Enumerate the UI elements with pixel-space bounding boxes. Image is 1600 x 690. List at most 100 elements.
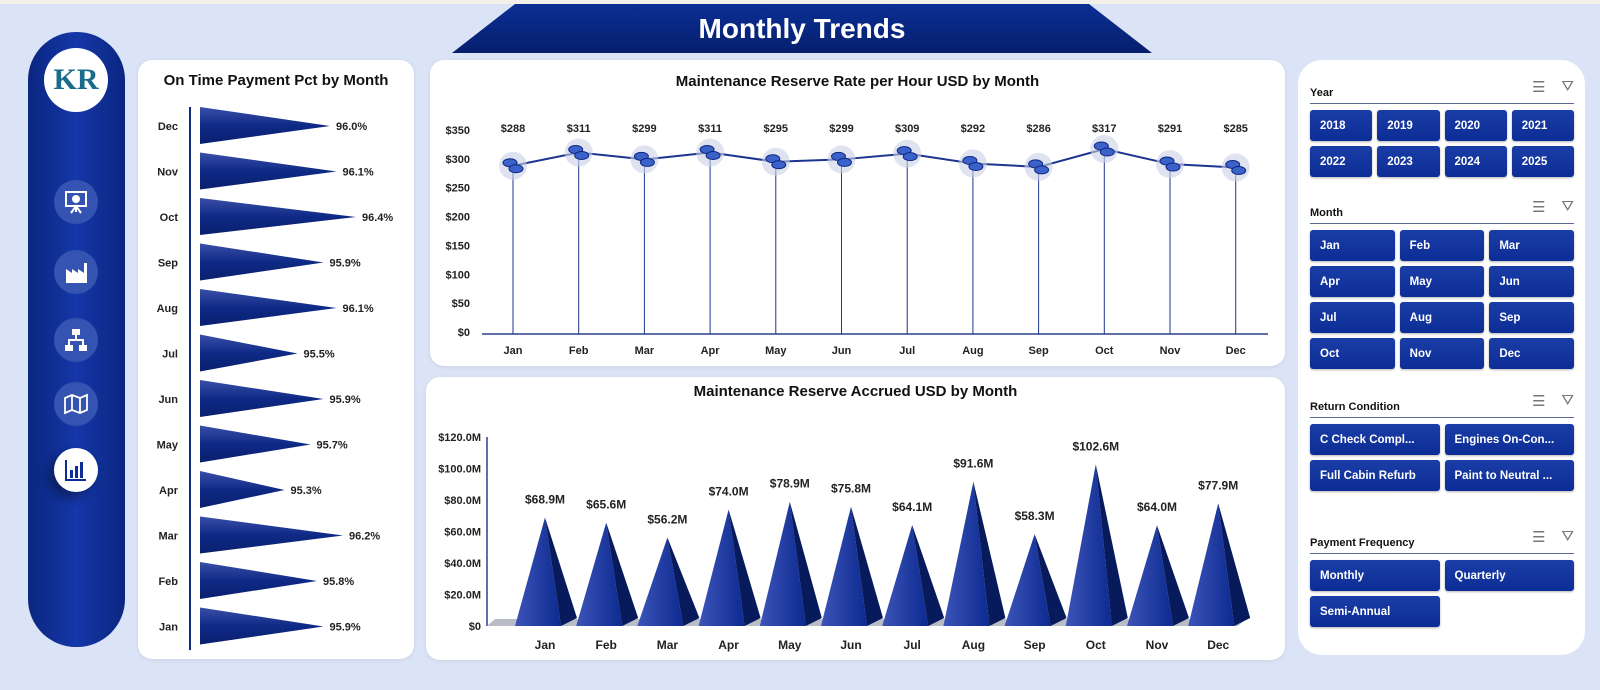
- coin-marker: [837, 157, 852, 167]
- data-label: $74.0M: [709, 484, 749, 498]
- clear-filter-icon[interactable]: ⛛: [1561, 198, 1574, 215]
- slicer-title: Return Condition: [1310, 401, 1400, 413]
- slicer-item[interactable]: 2025: [1511, 146, 1574, 177]
- x-tick-label: Nov: [1146, 638, 1169, 652]
- x-tick-label: May: [778, 638, 802, 652]
- bar-triangle: [200, 334, 298, 372]
- slicer-item[interactable]: Jul: [1310, 302, 1395, 333]
- slicer-item[interactable]: Paint to Neutral ...: [1444, 460, 1574, 491]
- multi-select-icon[interactable]: ☰: [1531, 529, 1546, 546]
- chart-title: Maintenance Reserve Rate per Hour USD by…: [675, 73, 1040, 90]
- y-tick-label: $350: [446, 125, 470, 137]
- map-icon[interactable]: [54, 382, 98, 426]
- cone-bar: [1127, 525, 1173, 626]
- data-label: $291: [1158, 123, 1182, 135]
- slicer-item[interactable]: 2019: [1377, 110, 1440, 141]
- slicer-item[interactable]: Jan: [1310, 230, 1395, 261]
- coin-marker: [1231, 166, 1247, 176]
- bar-triangle: [200, 471, 285, 508]
- bar-triangle: [200, 562, 317, 599]
- cone-shade: [851, 506, 883, 626]
- presentation-chart-icon[interactable]: [54, 180, 98, 224]
- slicer-panel: Year ☰ ⛛ 2018 2019 2020 2021 2022 2023 2024 2025 Mo…: [1298, 60, 1585, 655]
- slicer-item[interactable]: Semi-Annual: [1310, 596, 1440, 627]
- factory-icon[interactable]: [54, 250, 98, 294]
- slicer-item[interactable]: Full Cabin Refurb: [1310, 460, 1440, 491]
- data-label: 95.8%: [323, 576, 354, 588]
- data-label: $311: [567, 123, 591, 135]
- y-tick-label: $80.0M: [444, 495, 481, 507]
- slicer-header: Year ☰ ⛛: [1310, 78, 1574, 104]
- data-label: $56.2M: [647, 512, 687, 526]
- data-label: $68.9M: [525, 492, 565, 506]
- x-tick-label: Nov: [1160, 345, 1182, 357]
- data-label: $75.8M: [831, 482, 871, 496]
- bar-chart-icon[interactable]: [54, 448, 98, 492]
- slicer-item[interactable]: Quarterly: [1444, 560, 1574, 591]
- slicer-item[interactable]: Sep: [1489, 302, 1574, 333]
- coin-marker: [1099, 147, 1115, 157]
- data-label: $295: [764, 123, 788, 135]
- slicer-item[interactable]: Apr: [1310, 266, 1395, 297]
- data-label: 95.7%: [317, 440, 348, 452]
- coin-marker: [968, 161, 984, 171]
- multi-select-icon[interactable]: ☰: [1531, 199, 1546, 216]
- hierarchy-icon[interactable]: [54, 318, 98, 362]
- slicer-item[interactable]: 2022: [1310, 146, 1373, 177]
- slicer-item[interactable]: 2020: [1444, 110, 1507, 141]
- slicer-item[interactable]: Dec: [1489, 338, 1574, 369]
- bar-triangle: [200, 198, 356, 235]
- slicer-return-condition: Return Condition ☰ ⛛ C Check Compl... Engine…: [1310, 392, 1574, 491]
- category-label: May: [157, 440, 179, 452]
- data-label: $78.9M: [770, 477, 810, 491]
- bar-triangle: [200, 107, 330, 144]
- slicer-item[interactable]: 2018: [1310, 110, 1373, 141]
- slicer-item[interactable]: May: [1399, 266, 1485, 297]
- bar-triangle: [200, 243, 324, 281]
- cone-shade: [1034, 534, 1067, 626]
- cone-shade: [973, 481, 1006, 626]
- slicer-item[interactable]: Nov: [1399, 338, 1485, 369]
- slicer-title: Year: [1310, 87, 1334, 99]
- cone-bar: [1065, 464, 1112, 626]
- y-tick-label: $40.0M: [444, 558, 481, 570]
- page-title: Monthly Trends: [698, 12, 906, 44]
- y-tick-label: $200: [446, 212, 470, 224]
- cone-bar: [821, 506, 867, 626]
- slicer-item[interactable]: Oct: [1310, 338, 1395, 369]
- slicer-item[interactable]: 2021: [1511, 110, 1574, 141]
- slicer-item[interactable]: C Check Compl...: [1310, 424, 1440, 455]
- slicer-header: Month ☰ ⛛: [1310, 198, 1574, 224]
- slicer-item[interactable]: 2023: [1377, 146, 1440, 177]
- y-tick-label: $20.0M: [444, 590, 481, 602]
- data-label: 95.9%: [330, 622, 361, 634]
- multi-select-icon[interactable]: ☰: [1531, 393, 1546, 410]
- cone-bar: [515, 517, 561, 626]
- x-tick-label: Mar: [635, 345, 655, 357]
- coin-marker: [771, 160, 787, 170]
- multi-select-icon[interactable]: ☰: [1531, 79, 1546, 96]
- clear-filter-icon[interactable]: ⛛: [1561, 528, 1574, 545]
- x-tick-label: Sep: [1029, 345, 1049, 357]
- data-label: 96.1%: [343, 167, 374, 179]
- cone-shade: [1157, 525, 1189, 626]
- slicer-item[interactable]: Mar: [1489, 230, 1574, 261]
- bar-triangle: [200, 380, 324, 417]
- category-label: Jun: [158, 394, 178, 406]
- slicer-item[interactable]: Aug: [1399, 302, 1485, 333]
- sidebar: KR: [28, 32, 125, 647]
- slicer-item[interactable]: Engines On-Con...: [1444, 424, 1574, 455]
- y-tick-label: $0: [458, 327, 470, 339]
- bar-triangle: [200, 152, 337, 190]
- logo: KR: [44, 48, 108, 112]
- clear-filter-icon[interactable]: ⛛: [1561, 78, 1574, 95]
- clear-filter-icon[interactable]: ⛛: [1561, 392, 1574, 409]
- y-tick-label: $250: [446, 183, 470, 195]
- reserve-accrued-card: Maintenance Reserve Accrued USD by Month…: [426, 377, 1285, 660]
- slicer-item[interactable]: Feb: [1399, 230, 1485, 261]
- x-tick-label: Jul: [899, 345, 915, 357]
- slicer-item[interactable]: Monthly: [1310, 560, 1440, 591]
- slicer-item[interactable]: 2024: [1444, 146, 1507, 177]
- slicer-item[interactable]: Jun: [1489, 266, 1574, 297]
- cone-bar: [1188, 503, 1235, 626]
